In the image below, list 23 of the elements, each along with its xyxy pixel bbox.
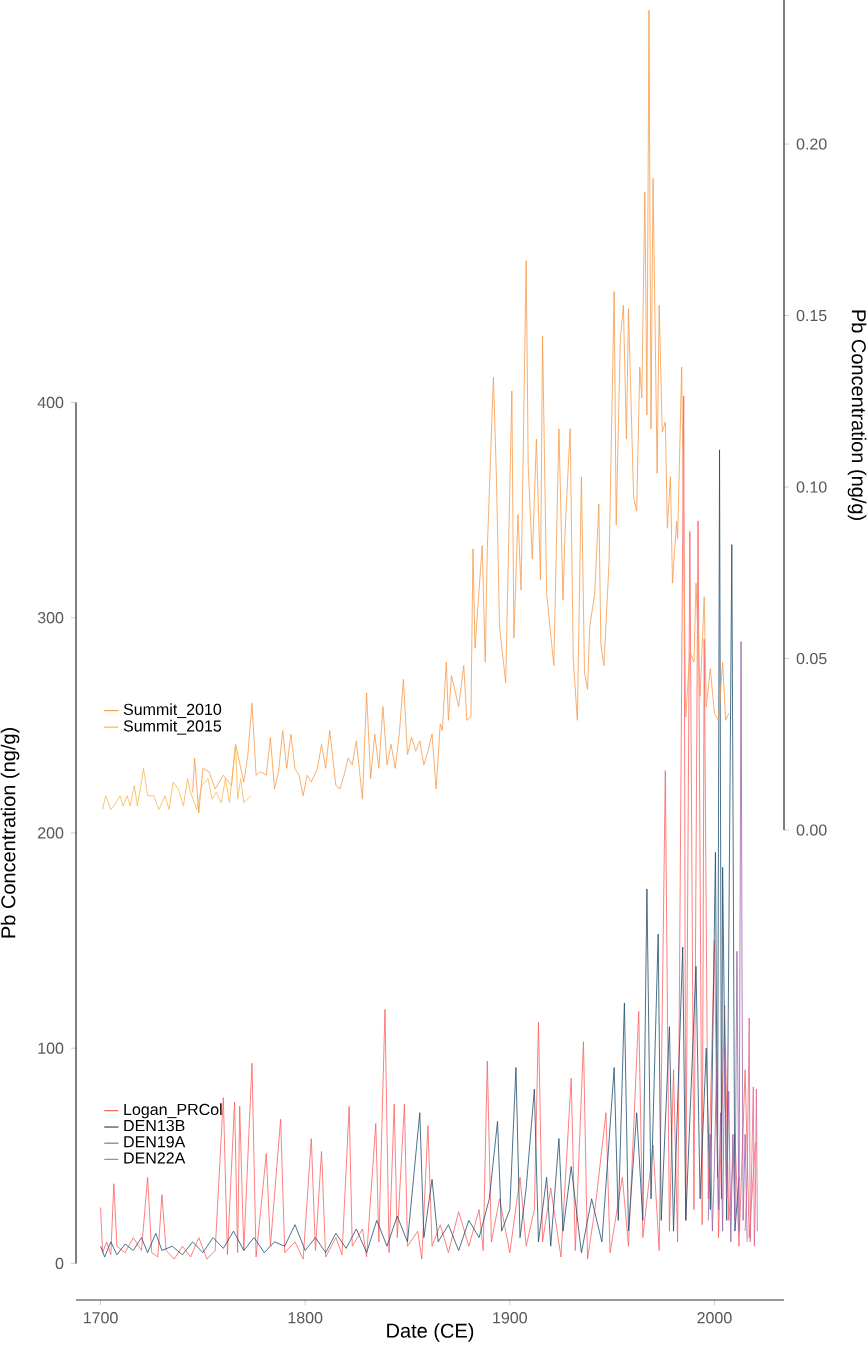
y2-tick-label: 0.05 (796, 652, 827, 665)
y-tick-label: 400 (37, 396, 64, 409)
legend-label: DEN13B (124, 1119, 185, 1132)
y2-tick-label: 0.00 (796, 824, 827, 836)
legend-label: Logan_PRCol (124, 1103, 222, 1119)
legend-label: Summit_2015 (123, 719, 222, 735)
legend-label: Summit_2010 (123, 703, 222, 719)
x-tick-label: 1800 (288, 1312, 323, 1324)
y-axis-title: Pb Concentration (ng/g) (0, 728, 20, 938)
y-tick-label: 200 (38, 827, 64, 839)
x-tick-label: 1900 (493, 1312, 527, 1324)
y2-tick-label: 0.15 (796, 309, 827, 322)
legend-label: DEN22A (124, 1152, 186, 1164)
x-tick-label: 2000 (697, 1312, 732, 1324)
y-tick-label: 100 (38, 1042, 64, 1054)
legend-label: DEN19A (124, 1136, 186, 1148)
x-tick-label: 1700 (83, 1312, 118, 1324)
y-tick-label: 300 (37, 612, 64, 624)
y-tick-label: 0 (55, 1257, 64, 1270)
y2-tick-label: 0.10 (796, 481, 827, 493)
x-axis-title: Date (CE) (387, 1323, 474, 1342)
y2-tick-label: 0.20 (796, 138, 827, 150)
y2-axis-title: Pb Concentration (ng/g) (847, 310, 867, 520)
